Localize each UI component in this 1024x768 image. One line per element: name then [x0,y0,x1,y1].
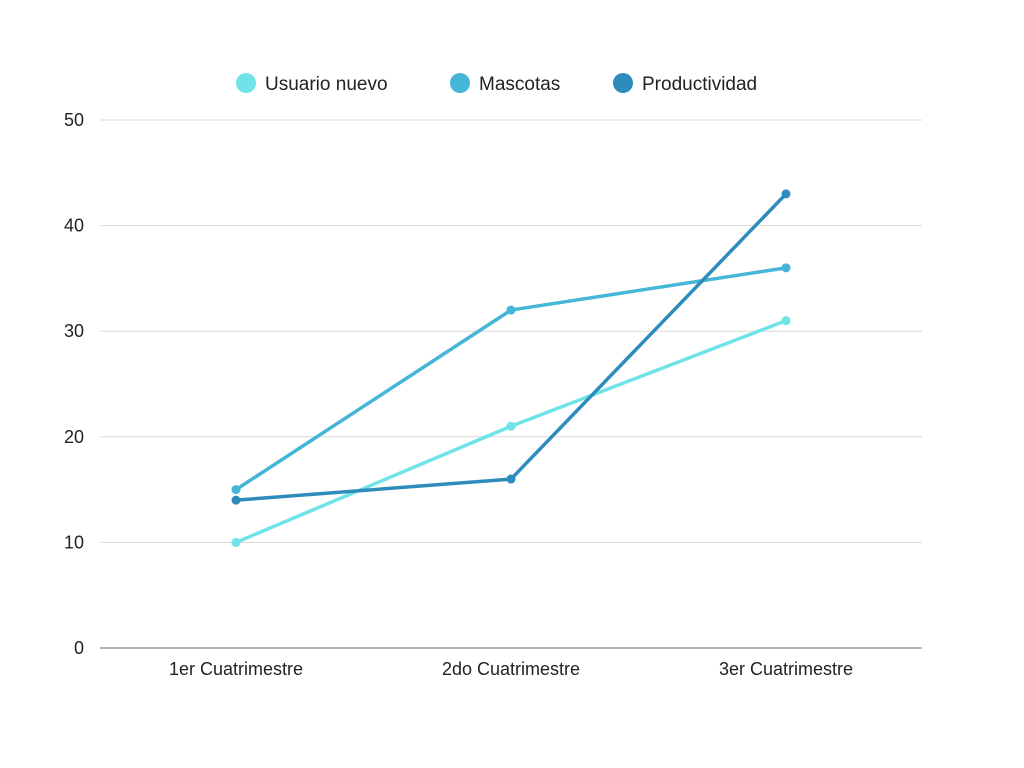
x-tick-label: 3er Cuatrimestre [719,659,853,679]
x-tick-label: 2do Cuatrimestre [442,659,580,679]
y-tick-label: 30 [64,321,84,341]
data-point [781,316,791,326]
y-axis: 0 10 20 30 40 50 [64,110,84,658]
series-line [234,266,788,492]
data-point [506,474,516,484]
y-tick-label: 50 [64,110,84,130]
legend-marker [450,73,470,93]
data-point [231,495,241,505]
y-tick-label: 10 [64,532,84,552]
series-line [234,192,788,502]
y-tick-label: 20 [64,427,84,447]
data-point [506,421,516,431]
y-tick-label: 40 [64,216,84,236]
y-tick-label: 0 [74,638,84,658]
legend-item: Mascotas [450,73,560,95]
chart-legend: Usuario nuevo Mascotas Productividad [236,73,757,95]
series-productividad [231,189,791,505]
legend-marker [613,73,633,93]
data-point [781,263,791,273]
x-tick-label: 1er Cuatrimestre [169,659,303,679]
series-group [231,189,791,547]
legend-marker [236,73,256,93]
series-usuario-nuevo [231,316,791,547]
y-gridlines [100,119,922,543]
data-point [781,189,791,199]
legend-label: Usuario nuevo [265,74,388,95]
x-axis: 1er Cuatrimestre 2do Cuatrimestre 3er Cuat… [100,647,922,679]
series-line [234,318,788,545]
legend-item: Usuario nuevo [236,73,388,95]
legend-label: Mascotas [479,74,560,95]
data-point [506,305,516,315]
legend-item: Productividad [613,73,757,95]
data-point [231,537,241,547]
series-mascotas [231,263,791,495]
data-point [231,485,241,495]
legend-label: Productividad [642,74,757,95]
